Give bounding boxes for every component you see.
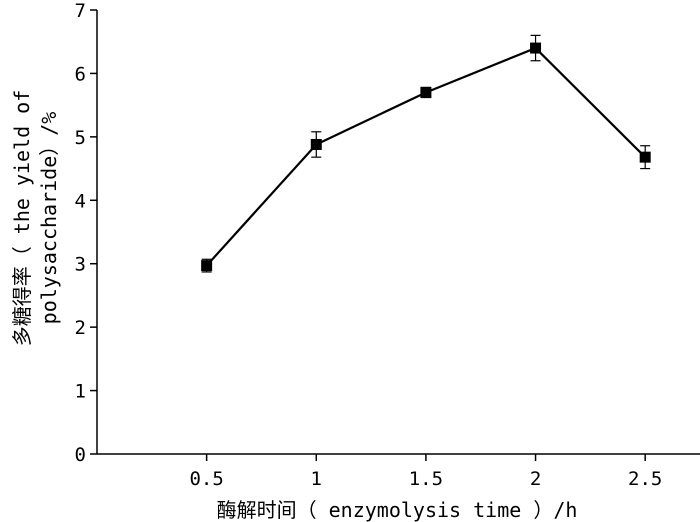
data-point-marker [310,138,322,150]
data-point-marker [639,151,651,163]
y-axis-label: 多糖得率（ the yield of polysaccharide）/% [10,90,61,347]
y-tick-label: 1 [75,381,86,403]
y-tick-label: 6 [75,63,86,85]
y-axis-label-line-2: polysaccharide）/% [37,112,61,325]
y-tick-label: 4 [75,190,86,212]
series-line [205,46,646,267]
y-tick-label: 3 [75,254,86,276]
x-tick-label: 2 [530,468,541,490]
data-point-marker [530,42,542,54]
y-tick-label: 0 [75,444,86,466]
ticks: 0 1 2 3 4 5 6 7 0.5 1 1.5 2 2.5 [75,0,663,490]
y-tick-label: 5 [75,127,86,149]
y-tick-label: 2 [75,317,86,339]
data-point-marker [201,260,213,272]
y-tick-label: 7 [75,0,86,22]
x-tick-label: 0.5 [189,468,223,490]
x-axis-label: 酶解时间（ enzymolysis time ）/h [217,498,578,522]
data-point-marker [420,86,432,98]
x-tick-label: 1.5 [409,468,443,490]
axes [96,10,700,455]
x-tick-label: 2.5 [628,468,662,490]
x-tick-label: 1 [311,468,322,490]
data-series [201,34,651,273]
y-axis-label-line-1: 多糖得率（ the yield of [10,90,34,347]
